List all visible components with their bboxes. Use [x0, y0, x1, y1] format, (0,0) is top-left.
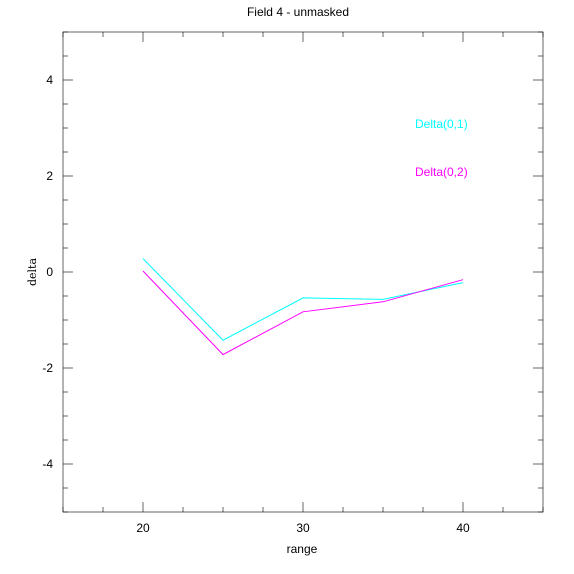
x-tick-label: 20: [136, 521, 150, 535]
series-line: [142, 270, 464, 356]
y-tick-label: 2: [46, 169, 53, 183]
series-lines: [142, 258, 464, 356]
plot-frame: [62, 31, 544, 513]
x-tick-label: 30: [296, 521, 310, 535]
y-tick-labels: -4 -2 0 2 4: [42, 73, 53, 471]
x-tick-labels: 20 30 40: [136, 521, 470, 535]
y-tick-label: -4: [42, 457, 53, 471]
y-tick-label: -2: [42, 361, 53, 375]
y-tick-label: 0: [46, 265, 53, 279]
legend: Delta(0,1) Delta(0,2): [415, 117, 468, 179]
y-axis-label: delta: [26, 258, 39, 286]
axis-ticks: [62, 31, 544, 513]
legend-entry: Delta(0,2): [415, 165, 468, 179]
x-axis-label: range: [287, 542, 318, 556]
series-line: [142, 258, 464, 341]
chart-title: Field 4 - unmasked: [247, 5, 349, 19]
legend-entry: Delta(0,1): [415, 117, 468, 131]
x-tick-label: 40: [456, 521, 470, 535]
y-tick-label: 4: [46, 73, 53, 87]
